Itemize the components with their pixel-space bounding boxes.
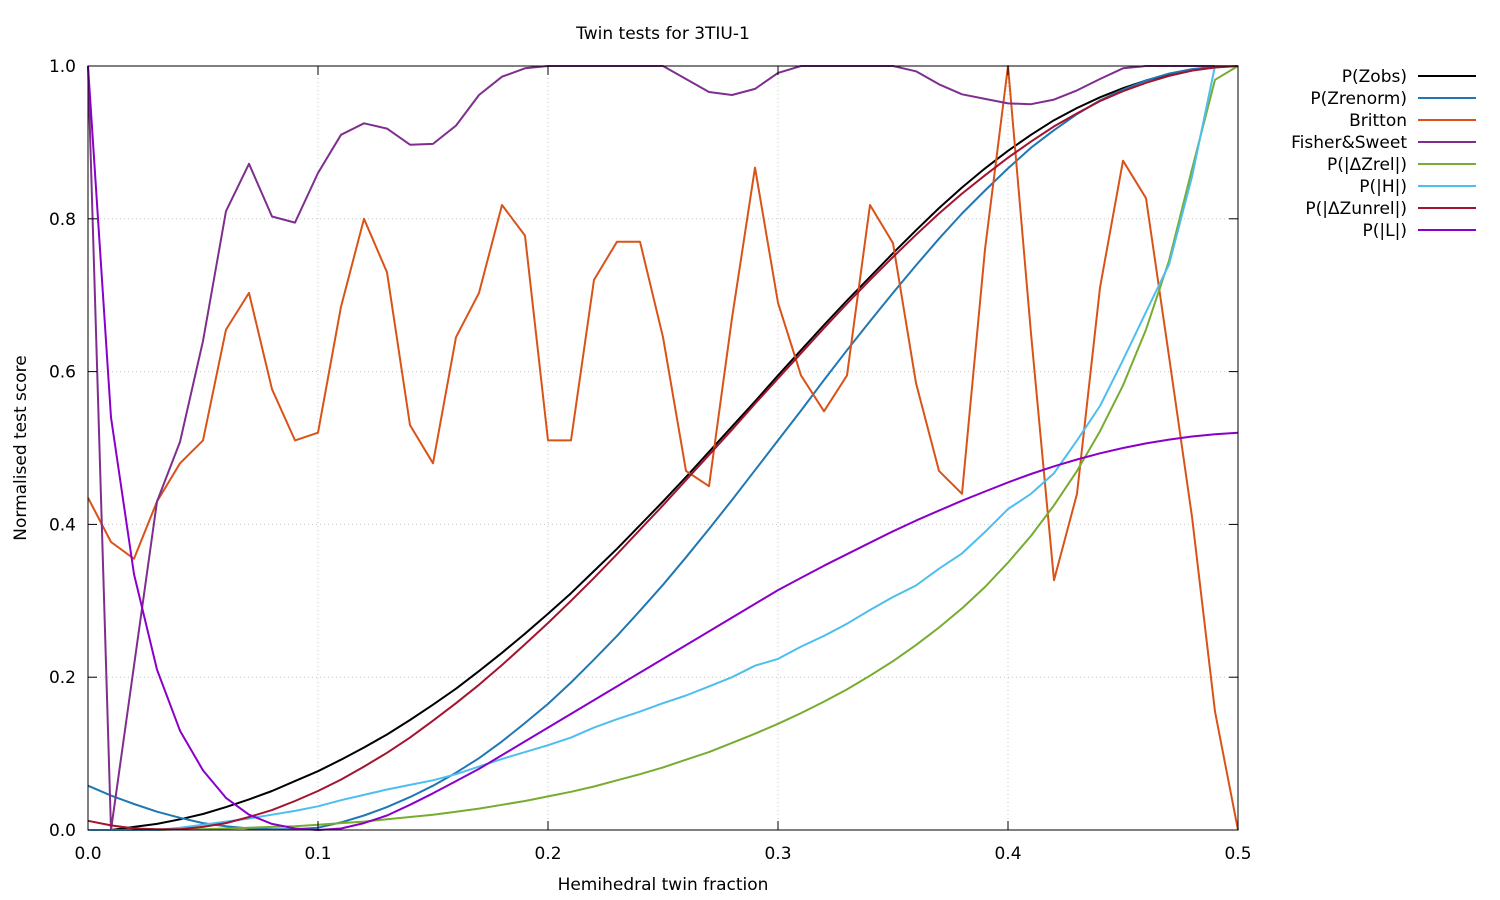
series-group	[87, 65, 1239, 831]
y-tick-label: 0.8	[49, 210, 76, 230]
series-line-0	[88, 65, 1239, 831]
series-line-2	[87, 65, 1239, 831]
series-line-1	[87, 65, 1239, 831]
legend-label: Fisher&Sweet	[1291, 133, 1407, 153]
x-axis-label: Hemihedral twin fraction	[558, 875, 769, 895]
y-axis-label: Normalised test score	[11, 355, 31, 540]
axis-ticks: 0.0 0.1 0.2 0.3 0.4 0.5 0.0 0.2 0.4 0.6 0.8 1.0	[49, 57, 1252, 864]
series-line-6	[87, 65, 1239, 831]
x-tick-label: 0.4	[994, 844, 1021, 864]
x-tick-label: 0.0	[74, 844, 101, 864]
series-line-4	[88, 65, 1239, 831]
legend: P(Zobs)P(Zrenorm)BrittonFisher&SweetP(|Δ…	[1291, 67, 1476, 241]
x-tick-label: 0.3	[764, 844, 791, 864]
series-line-3	[87, 65, 1238, 831]
grid	[88, 66, 1238, 830]
legend-label: P(|L|)	[1363, 221, 1407, 241]
y-tick-label: 0.6	[49, 363, 76, 383]
legend-label: P(|ΔZunrel|)	[1305, 199, 1407, 219]
legend-label: P(|ΔZrel|)	[1327, 155, 1407, 175]
y-tick-label: 1.0	[49, 57, 76, 77]
y-tick-label: 0.2	[49, 668, 76, 688]
chart-title: Twin tests for 3TIU-1	[575, 24, 750, 44]
legend-label: P(Zobs)	[1342, 67, 1407, 87]
plot-frame	[87, 65, 1239, 831]
legend-label: P(Zrenorm)	[1310, 89, 1407, 109]
series-line-7	[87, 65, 1239, 831]
legend-label: P(|H|)	[1359, 177, 1407, 197]
x-tick-label: 0.1	[304, 844, 331, 864]
series-line-5	[88, 65, 1238, 831]
y-tick-label: 0.0	[49, 821, 76, 841]
legend-label: Britton	[1349, 111, 1407, 131]
x-tick-label: 0.5	[1224, 844, 1251, 864]
x-tick-label: 0.2	[534, 844, 561, 864]
y-tick-label: 0.4	[49, 515, 76, 535]
